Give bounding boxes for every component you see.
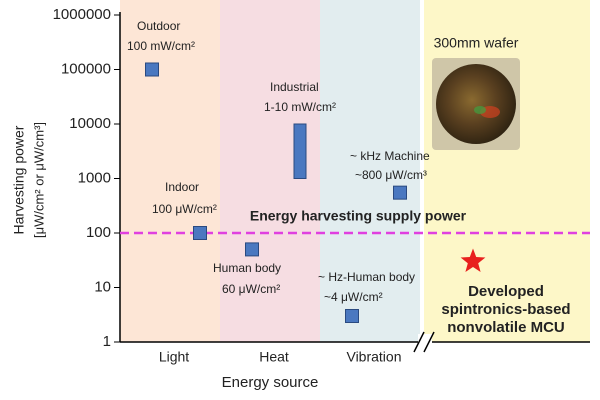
marker bbox=[393, 185, 407, 200]
annotation: Indoor bbox=[165, 180, 199, 194]
marker bbox=[345, 308, 359, 323]
inset-label: 300mm wafer bbox=[434, 35, 519, 51]
marker bbox=[193, 226, 207, 240]
highlight-label: nonvolatile MCU bbox=[447, 319, 565, 336]
highlight-label: spintronics-based bbox=[441, 301, 570, 318]
x-tick-label: Heat bbox=[259, 349, 289, 365]
annotation: ~ kHz Machine bbox=[350, 149, 430, 163]
range-bar bbox=[293, 123, 307, 179]
axis-break-gap bbox=[418, 334, 432, 350]
highlight-band bbox=[424, 0, 590, 342]
annotation: Outdoor bbox=[137, 19, 180, 33]
y-tick-label: 1000 bbox=[78, 169, 111, 186]
annotation: 60 μW/cm² bbox=[222, 282, 280, 296]
category-band bbox=[320, 0, 420, 342]
y-tick-label: 100 bbox=[86, 224, 111, 241]
y-axis-title: Harvesting power bbox=[11, 125, 27, 234]
y-tick-label: 1 bbox=[103, 333, 111, 350]
marker bbox=[245, 242, 259, 257]
annotation: Industrial bbox=[270, 80, 319, 94]
x-tick-label: Light bbox=[159, 349, 189, 365]
supply-line-label: Energy harvesting supply power bbox=[250, 208, 467, 224]
highlight-star bbox=[460, 248, 486, 272]
annotation: Human body bbox=[213, 261, 281, 275]
annotation: 100 μW/cm² bbox=[152, 202, 217, 216]
marker bbox=[145, 62, 159, 77]
wafer-glare bbox=[474, 106, 486, 114]
annotation: 100 mW/cm² bbox=[127, 39, 195, 53]
annotation: ~4 μW/cm² bbox=[324, 290, 383, 304]
annotation: ~800 μW/cm³ bbox=[355, 168, 427, 182]
annotation: 1-10 mW/cm² bbox=[264, 100, 336, 114]
axis-break bbox=[423, 331, 435, 353]
axis-break bbox=[413, 331, 425, 353]
y-tick-label: 100000 bbox=[61, 60, 111, 77]
y-tick-label: 1000000 bbox=[53, 6, 111, 23]
y-axis-title: [μW/cm² or μW/cm³] bbox=[31, 122, 46, 238]
category-band bbox=[120, 0, 220, 342]
wafer bbox=[436, 64, 516, 144]
y-tick-label: 10000 bbox=[69, 115, 111, 132]
highlight-label: Developed bbox=[468, 283, 544, 300]
x-axis-title: Energy source bbox=[222, 374, 319, 391]
annotation: ~ Hz-Human body bbox=[318, 270, 415, 284]
x-tick-label: Vibration bbox=[346, 349, 401, 365]
y-tick-label: 10 bbox=[94, 278, 111, 295]
